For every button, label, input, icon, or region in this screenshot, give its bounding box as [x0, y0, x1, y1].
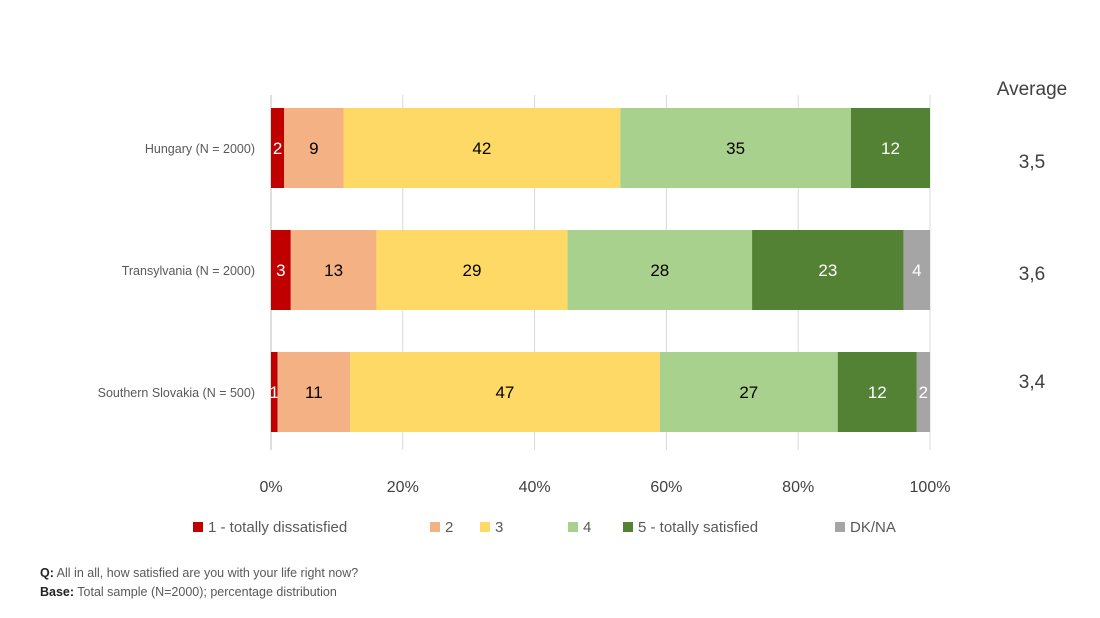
base-label: Base:	[40, 585, 75, 599]
bar-segment	[620, 108, 851, 188]
legend-swatch	[430, 522, 440, 532]
data-label: 2	[919, 383, 928, 402]
legend-label: DK/NA	[850, 519, 896, 536]
bar-segment	[567, 230, 753, 310]
legend-swatch	[835, 522, 845, 532]
legend-label: 1 - totally dissatisfied	[208, 519, 347, 536]
legend-swatch	[568, 522, 578, 532]
bar-segment	[271, 108, 285, 188]
data-label: 1	[270, 383, 279, 402]
bar-segment	[850, 108, 930, 188]
bar-segment	[343, 108, 621, 188]
bar-segment	[376, 230, 568, 310]
data-label: 2	[273, 139, 282, 158]
x-tick-label: 0%	[259, 479, 282, 496]
bar-segment	[837, 352, 917, 432]
data-label: 9	[309, 139, 318, 158]
data-label: 3	[276, 261, 285, 280]
bar-segment	[290, 230, 377, 310]
legend-label: 4	[583, 519, 591, 536]
data-label: 23	[818, 261, 837, 280]
data-label: 11	[305, 383, 323, 402]
question-note: Q: All in all, how satisfied are you wit…	[40, 566, 358, 580]
bar-segment	[284, 108, 344, 188]
category-label: Southern Slovakia (N = 500)	[98, 386, 255, 400]
legend-label: 2	[445, 519, 453, 536]
x-tick-label: 80%	[782, 479, 814, 496]
x-tick-label: 60%	[650, 479, 682, 496]
average-value: 3,4	[1019, 372, 1046, 393]
question-text: All in all, how satisfied are you with y…	[53, 566, 359, 580]
legend-label: 5 - totally satisfied	[638, 519, 758, 536]
data-label: 12	[881, 139, 900, 158]
data-label: 47	[495, 383, 514, 402]
bar-segment	[752, 230, 904, 310]
bar-segment	[659, 352, 838, 432]
data-label: 12	[868, 383, 887, 402]
data-label: 35	[726, 139, 745, 158]
legend-swatch	[623, 522, 633, 532]
average-value: 3,6	[1019, 264, 1045, 285]
question-label: Q:	[40, 566, 54, 580]
category-label: Hungary (N = 2000)	[145, 142, 255, 156]
average-value: 3,5	[1019, 152, 1045, 173]
base-text: Total sample (N=2000); percentage distri…	[74, 585, 337, 599]
bar-segment	[916, 352, 930, 432]
legend-swatch	[193, 522, 203, 532]
base-note: Base: Total sample (N=2000); percentage …	[40, 585, 337, 599]
data-label: 27	[739, 383, 758, 402]
bar-segment	[271, 230, 291, 310]
data-label: 28	[650, 261, 669, 280]
bar-segment	[271, 352, 278, 432]
category-label: Transylvania (N = 2000)	[122, 264, 255, 278]
data-label: 4	[912, 261, 921, 280]
data-label: 13	[324, 261, 343, 280]
x-tick-label: 20%	[387, 479, 419, 496]
data-label: 29	[463, 261, 482, 280]
bar-segment	[903, 230, 930, 310]
bar-segment	[277, 352, 351, 432]
x-tick-label: 100%	[910, 479, 951, 496]
data-label: 42	[472, 139, 491, 158]
bar-segment	[350, 352, 660, 432]
legend-label: 3	[495, 519, 503, 536]
x-tick-label: 40%	[519, 479, 551, 496]
legend-swatch	[480, 522, 490, 532]
average-title: Average	[997, 79, 1067, 100]
